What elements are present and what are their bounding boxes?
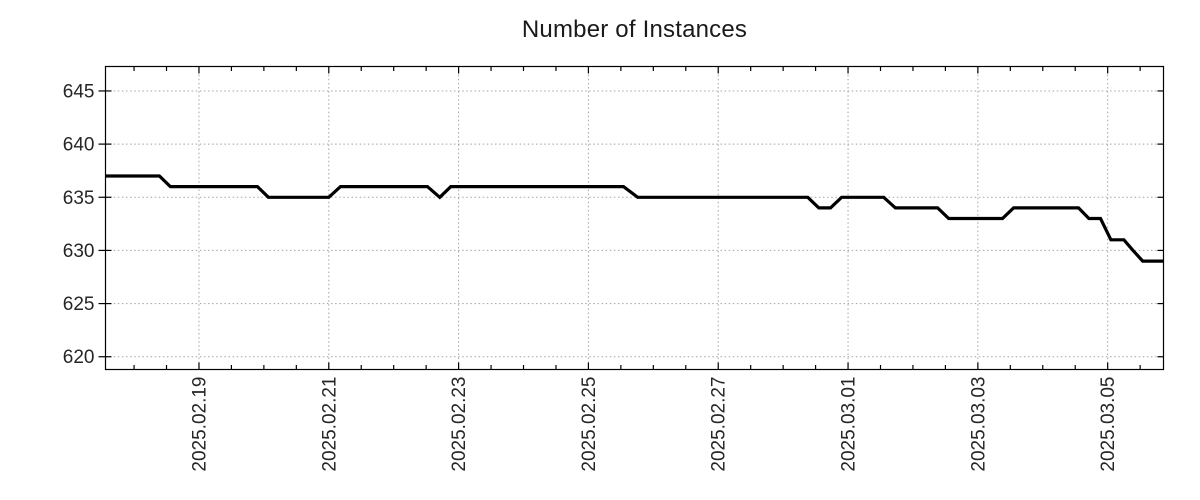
x-tick-label: 2025.03.01 — [839, 377, 860, 472]
x-tick-label: 2025.02.25 — [579, 377, 600, 472]
plot-frame — [104, 65, 1165, 371]
x-tick-label: 2025.03.03 — [968, 377, 989, 472]
y-tick-label: 635 — [63, 188, 95, 209]
y-tick-label: 625 — [63, 294, 95, 315]
y-tick-label: 620 — [63, 347, 95, 368]
chart-title: Number of Instances — [521, 16, 748, 43]
series-line — [105, 174, 1164, 263]
x-tick-label: 2025.02.21 — [319, 377, 340, 472]
x-tick-label: 2025.02.19 — [189, 377, 210, 472]
x-tick-label: 2025.02.23 — [449, 376, 470, 471]
y-tick-label: 630 — [63, 241, 95, 262]
x-tick-label: 2025.02.27 — [709, 377, 730, 472]
y-tick-label: 640 — [63, 135, 95, 156]
y-tick-label: 645 — [63, 81, 95, 102]
x-tick-label: 2025.03.05 — [1098, 377, 1119, 472]
